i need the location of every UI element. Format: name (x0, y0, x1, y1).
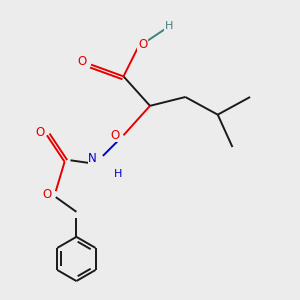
Text: N: N (88, 152, 97, 165)
Text: H: H (165, 21, 173, 31)
Text: O: O (42, 188, 52, 201)
Text: O: O (138, 38, 147, 50)
Text: H: H (113, 169, 122, 178)
Text: O: O (78, 55, 87, 68)
Text: O: O (35, 126, 44, 139)
Text: O: O (110, 129, 119, 142)
